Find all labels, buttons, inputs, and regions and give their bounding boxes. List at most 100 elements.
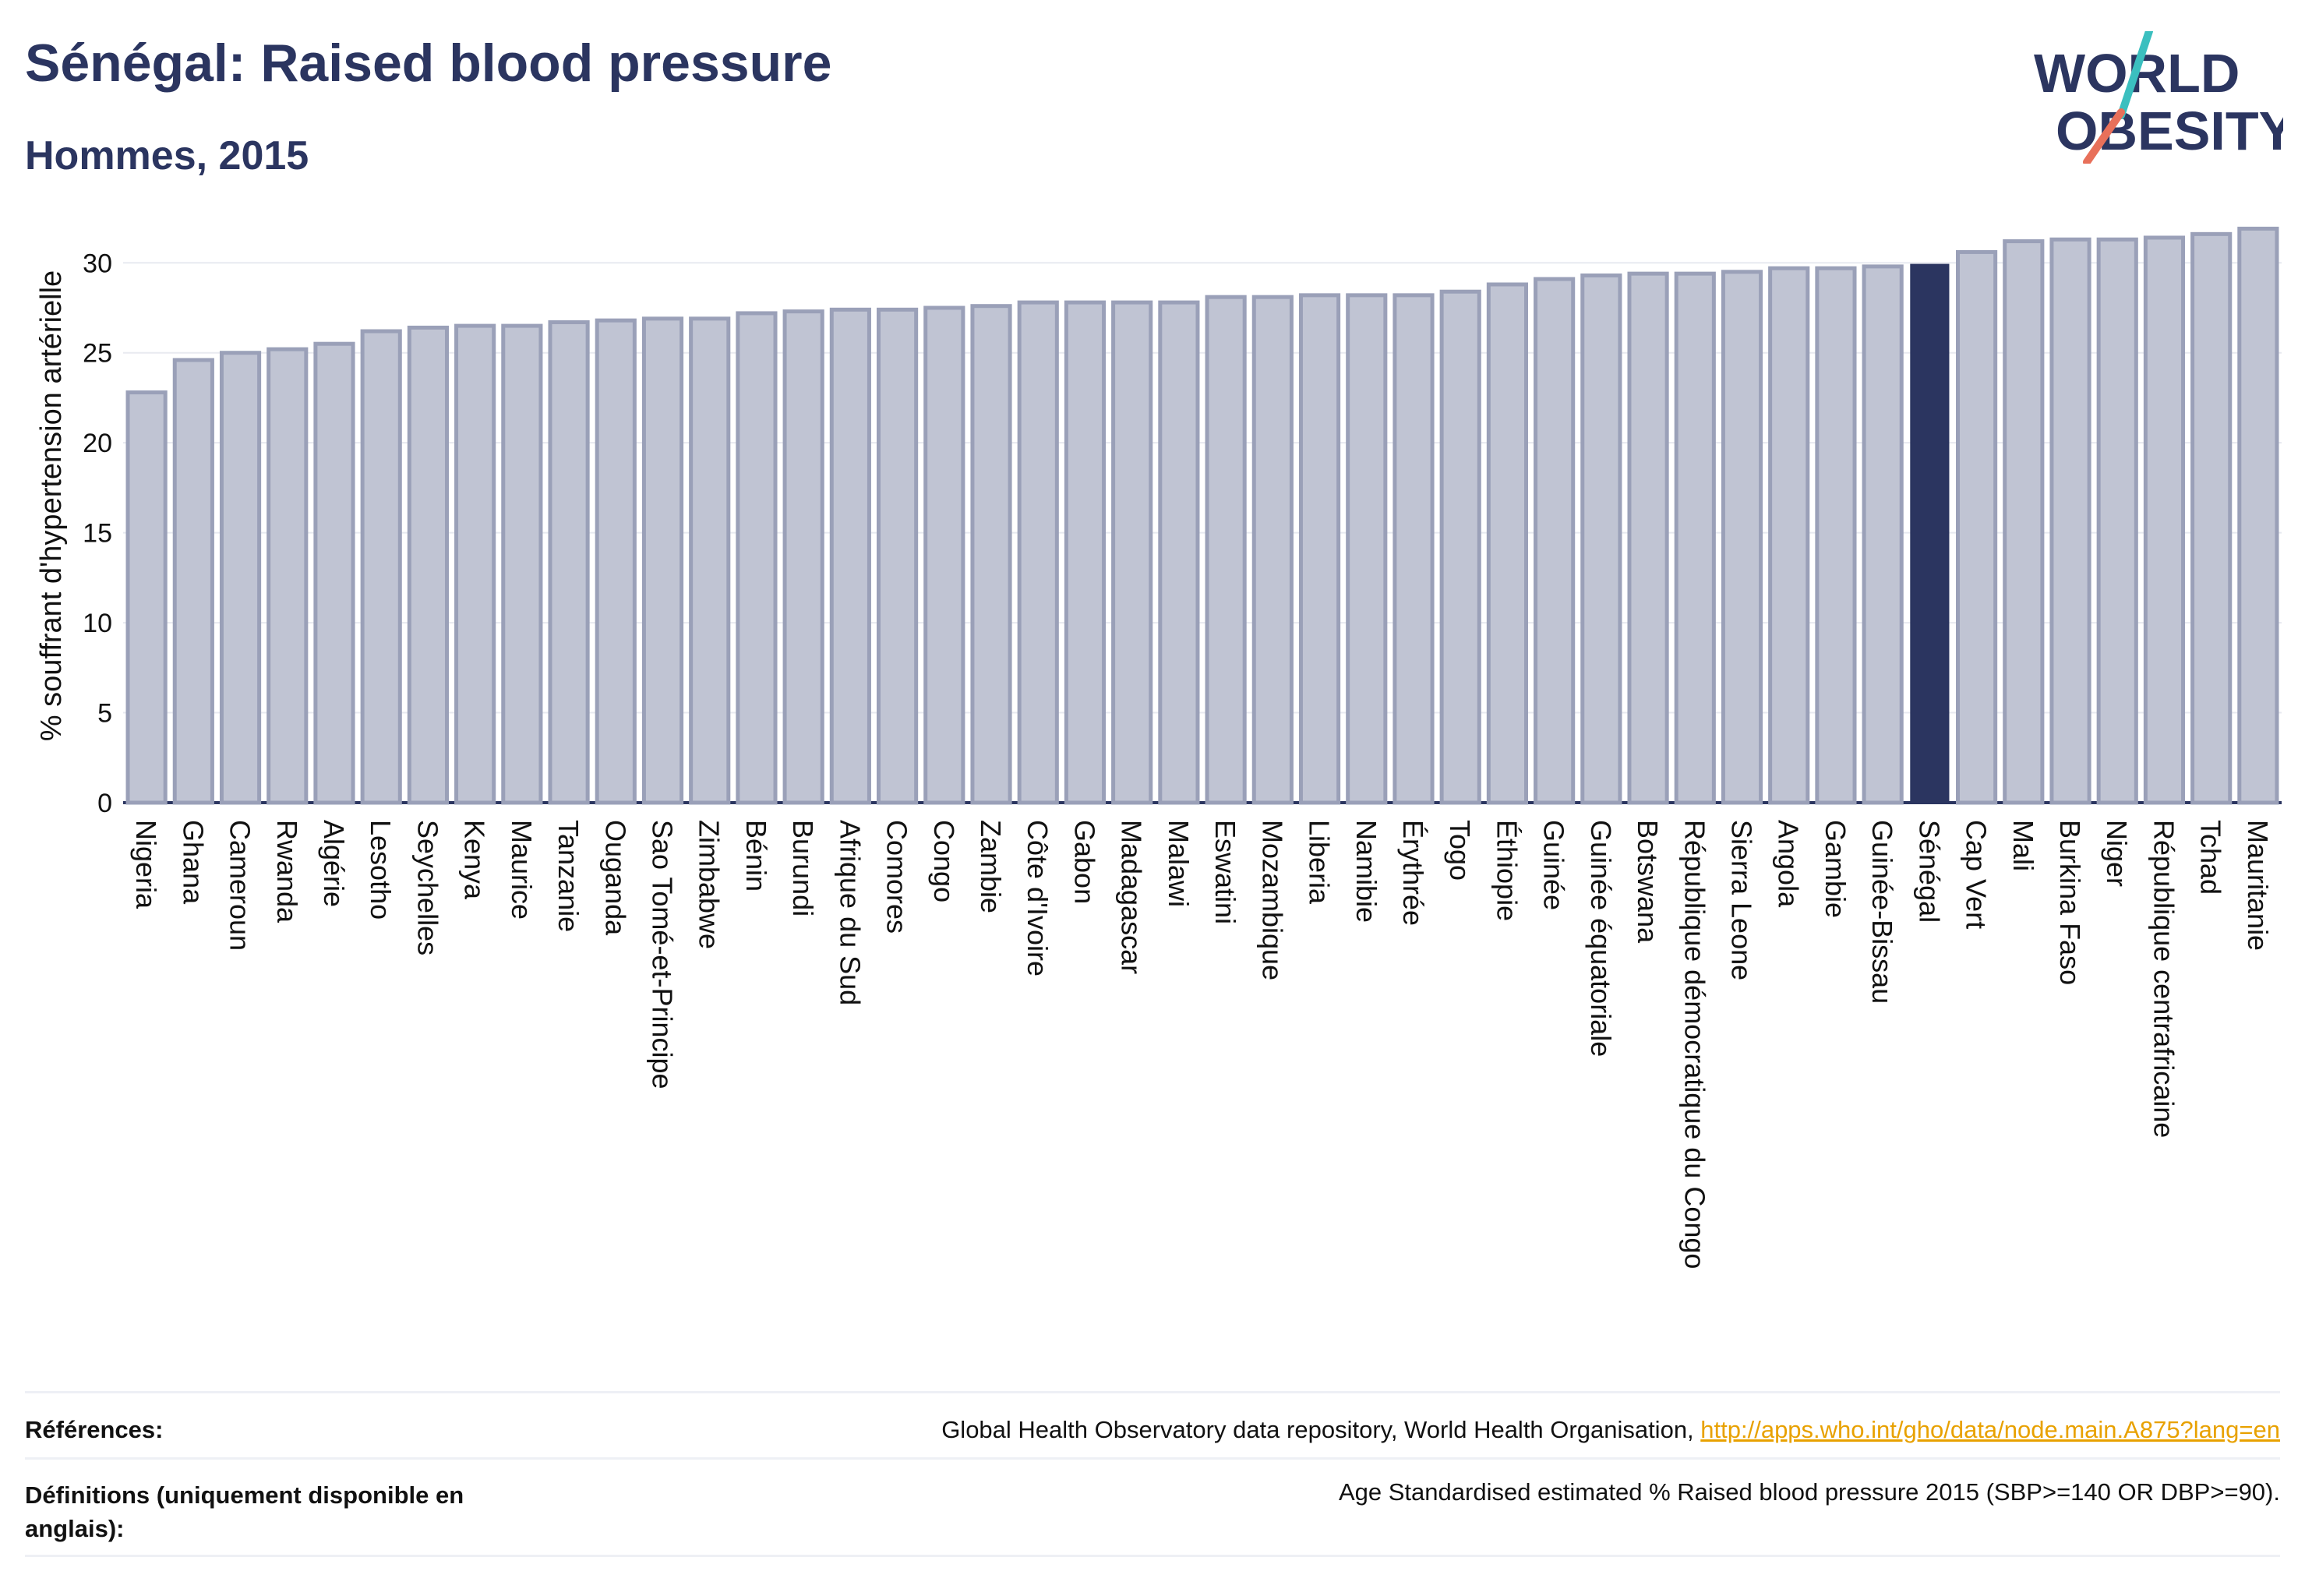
bar	[595, 318, 637, 805]
bar	[1017, 300, 1059, 805]
y-tick-label: 10	[83, 609, 112, 638]
bar-chart: 0 5 10 15 20 25 30 Nigeria Ghana Cameroun Rwanda A…	[35, 226, 2282, 1269]
x-tick-label: Tchad	[2195, 820, 2227, 895]
bar	[1298, 293, 1341, 805]
x-tick-label: Afrique du Sud	[834, 820, 866, 1005]
bar	[923, 305, 965, 805]
x-tick-label: Ghana	[177, 820, 209, 905]
x-tick-label: Lesotho	[365, 820, 397, 920]
bar	[1768, 266, 1810, 805]
bar	[2143, 235, 2186, 805]
logo-slash-coral	[2083, 108, 2125, 164]
bar	[1721, 270, 1763, 805]
footer: Références: Global Health Observatory da…	[25, 1391, 2280, 1559]
x-tick-label: Malawi	[1163, 820, 1195, 907]
bar	[2003, 239, 2045, 805]
bar	[1627, 271, 1669, 805]
world-obesity-logo: WORLD OBESITY	[2034, 31, 2283, 164]
bar	[1439, 289, 1481, 805]
definitions-label: Définitions (uniquement disponible en an…	[25, 1481, 464, 1543]
bar-highlight	[1910, 263, 1950, 803]
bar	[172, 358, 214, 805]
bar	[548, 320, 590, 805]
x-tick-label: Comores	[881, 820, 913, 934]
y-axis-ticks: 0 5 10 15 20 25 30	[83, 249, 112, 818]
x-tick-label: Érythrée	[1397, 820, 1429, 926]
x-axis-ticks: Nigeria Ghana Cameroun Rwanda Algérie Lesotho…	[130, 820, 2274, 1269]
bar	[1580, 273, 1622, 805]
bar	[782, 309, 824, 805]
x-tick-label: Côte d'Ivoire	[1022, 820, 1054, 976]
x-tick-label: Eswatini	[1209, 820, 1241, 924]
bar	[1674, 271, 1716, 805]
bar	[1346, 293, 1388, 805]
chart-subtitle: Hommes, 2015	[25, 133, 309, 178]
bar	[1111, 300, 1153, 805]
x-tick-label: Gabon	[1068, 820, 1100, 904]
bar	[1815, 266, 1857, 805]
x-tick-label: Madagascar	[1116, 820, 1148, 974]
x-tick-label: Namibie	[1350, 820, 1382, 923]
bar	[1534, 277, 1576, 805]
y-tick-label: 20	[83, 429, 112, 458]
references-link[interactable]: http://apps.who.int/gho/data/node.main.A…	[1700, 1416, 2280, 1443]
x-tick-label: République démocratique du Congo	[1678, 820, 1710, 1269]
footer-divider-top	[25, 1391, 2280, 1393]
x-tick-label: Maurice	[506, 820, 538, 920]
footer-divider-middle	[25, 1457, 2280, 1460]
references-label: Références:	[25, 1416, 164, 1443]
bar	[1251, 295, 1294, 805]
x-tick-label: Algérie	[318, 820, 350, 907]
bar	[1393, 293, 1435, 805]
y-tick-label: 0	[97, 789, 112, 818]
bar	[689, 316, 731, 805]
bar	[501, 323, 543, 805]
y-tick-label: 5	[97, 699, 112, 729]
x-tick-label: Mauritanie	[2242, 820, 2274, 951]
bar	[313, 341, 355, 805]
bar	[641, 316, 684, 805]
bar	[2049, 237, 2091, 805]
bar	[2237, 226, 2279, 805]
x-tick-label: Cap Vert	[1961, 820, 1993, 929]
bar	[1862, 264, 1904, 805]
x-tick-label: Rwanda	[271, 820, 303, 923]
bar	[125, 390, 168, 805]
x-tick-label: Sao Tomé-et-Principe	[647, 820, 679, 1089]
x-tick-label: Burkina Faso	[2054, 820, 2086, 985]
y-tick-label: 15	[83, 519, 112, 549]
x-tick-label: Congo	[928, 820, 960, 902]
x-tick-label: Guinée-Bissau	[1866, 820, 1898, 1004]
bar	[219, 351, 262, 805]
bar	[1956, 249, 1998, 805]
bar	[829, 307, 871, 805]
bar	[267, 347, 309, 805]
x-tick-label: Bénin	[740, 820, 772, 892]
chart-title: Sénégal: Raised blood pressure	[25, 34, 832, 93]
x-tick-label: Sierra Leone	[1726, 820, 1758, 980]
bar	[2096, 237, 2138, 805]
bar	[1158, 300, 1200, 805]
bar	[1205, 295, 1247, 805]
x-tick-label: Ouganda	[599, 820, 631, 936]
x-tick-label: Gambie	[1820, 820, 1851, 918]
x-tick-label: Cameroun	[224, 820, 256, 951]
x-tick-label: Togo	[1444, 820, 1476, 881]
y-tick-label: 25	[83, 339, 112, 369]
logo-slash-teal	[2117, 31, 2153, 119]
x-tick-label: Tanzanie	[552, 820, 584, 932]
x-tick-label: Zambie	[975, 820, 1007, 913]
bar	[1486, 282, 1528, 805]
x-tick-label: Éthiopie	[1491, 820, 1523, 921]
x-tick-label: Burundi	[787, 820, 819, 916]
y-tick-label: 30	[83, 249, 112, 278]
references-row: Références: Global Health Observatory da…	[25, 1416, 2280, 1444]
x-tick-label: Liberia	[1304, 820, 1336, 905]
x-tick-label: Seychelles	[411, 820, 443, 955]
bars	[125, 226, 2279, 805]
bar	[454, 323, 496, 805]
x-tick-label: Sénégal	[1913, 820, 1945, 923]
references-text: Global Health Observatory data repositor…	[941, 1416, 1701, 1443]
x-tick-label: Niger	[2101, 820, 2133, 887]
x-tick-label: Mali	[2007, 820, 2039, 871]
